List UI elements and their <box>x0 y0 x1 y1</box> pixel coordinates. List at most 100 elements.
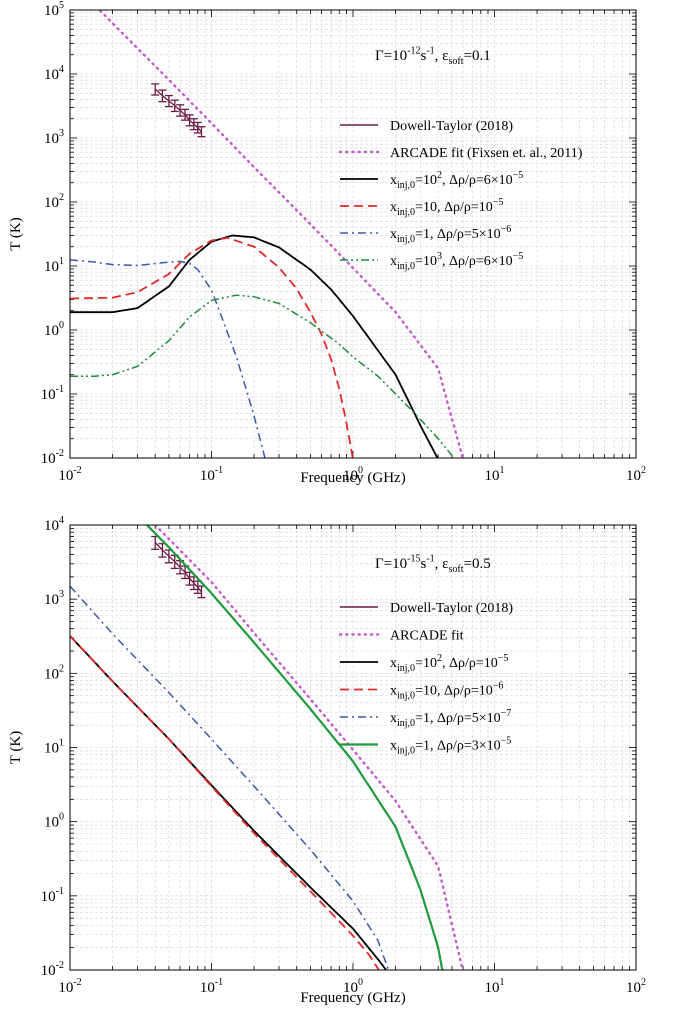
text-run: x <box>390 200 397 215</box>
tick-base: 10 <box>41 387 56 403</box>
x-tick-label: 10-1 <box>200 977 223 996</box>
x-axis-label: Frequency (GHz) <box>300 470 405 486</box>
text-run: -15 <box>407 554 420 565</box>
tick-base: 10 <box>343 980 358 996</box>
legend-entry: ARCADE fit (Fixsen et. al., 2011) <box>390 146 583 161</box>
tick-exp: 4 <box>59 64 64 75</box>
text-run: =10 <box>415 656 437 671</box>
x-tick-label: 102 <box>626 977 646 996</box>
text-run: x <box>390 711 397 726</box>
tick-base: 10 <box>485 980 500 996</box>
text-run: inj,0 <box>397 663 415 674</box>
text-run: , ε <box>435 48 449 64</box>
text-run: Γ=10 <box>375 556 407 572</box>
x-tick-label: 101 <box>485 977 505 996</box>
text-run: −6 <box>493 681 504 692</box>
legend-entry: xinj,0=103, Δρ/ρ=6×10−5 <box>390 251 523 272</box>
text-run: inj,0 <box>397 261 415 272</box>
text-run: x <box>390 684 397 699</box>
text-run: , ε <box>435 556 449 572</box>
tick-base: 10 <box>41 451 56 467</box>
text-run: =1, Δρ/ρ=5×10 <box>415 711 501 726</box>
tick-exp: -1 <box>56 886 64 897</box>
text-run: -12 <box>407 46 420 57</box>
data-series-dowell-taylor <box>151 83 206 138</box>
text-run: x <box>390 254 397 269</box>
text-run: inj,0 <box>397 718 415 729</box>
tick-exp: 0 <box>358 977 363 988</box>
tick-exp: -1 <box>56 384 64 395</box>
text-run: =1, Δρ/ρ=5×10 <box>415 227 501 242</box>
y-tick-label: 100 <box>44 812 64 831</box>
text-run: s <box>420 556 426 572</box>
series-line-5 <box>70 259 266 458</box>
tick-exp: 2 <box>59 663 64 674</box>
series-line-3 <box>70 234 439 458</box>
text-run: =10, Δρ/ρ=10 <box>415 684 493 699</box>
tick-exp: 0 <box>59 320 64 331</box>
legend-entry: Dowell-Taylor (2018) <box>390 119 513 134</box>
legend-entry: xinj,0=10, Δρ/ρ=10−5 <box>390 197 503 218</box>
y-tick-label: 104 <box>44 515 64 534</box>
grid <box>70 10 636 458</box>
x-tick-label: 100 <box>343 465 363 484</box>
tick-base: 10 <box>58 468 73 484</box>
tick-base: 10 <box>44 3 59 19</box>
x-axis-label: Frequency (GHz) <box>300 990 405 1006</box>
tick-exp: -2 <box>56 448 64 459</box>
text-run: x <box>390 227 397 242</box>
tick-exp: 2 <box>641 977 646 988</box>
x-tick-label: 10-1 <box>200 465 223 484</box>
plot-area <box>70 525 464 970</box>
tick-exp: 1 <box>500 977 505 988</box>
legend-entry: xinj,0=1, Δρ/ρ=5×10−7 <box>390 708 511 729</box>
x-tick-label: 10-2 <box>58 465 81 484</box>
text-run: =0.1 <box>463 48 490 64</box>
data-series-dowell-taylor <box>151 535 206 599</box>
y-tick-label: 103 <box>44 589 64 608</box>
text-run: x <box>390 739 397 754</box>
plot-frame <box>69 524 637 971</box>
text-run: 3 <box>437 251 442 262</box>
y-tick-label: 102 <box>44 663 64 682</box>
text-run: inj,0 <box>397 745 415 756</box>
tick-base: 10 <box>44 592 59 608</box>
text-run: 2 <box>437 170 442 181</box>
legend-entry: Dowell-Taylor (2018) <box>390 601 513 616</box>
text-run: soft <box>448 56 463 67</box>
text-run: −5 <box>513 251 524 262</box>
text-run: 2 <box>437 653 442 664</box>
text-run: Γ=10 <box>375 48 407 64</box>
x-tick-label: 10-2 <box>58 977 81 996</box>
text-run: inj,0 <box>397 207 415 218</box>
tick-base: 10 <box>343 468 358 484</box>
tick-base: 10 <box>44 67 59 83</box>
tick-exp: 4 <box>59 515 64 526</box>
text-run: −6 <box>501 224 512 235</box>
tick-base: 10 <box>44 131 59 147</box>
text-run: inj,0 <box>397 690 415 701</box>
y-tick-label: 105 <box>44 0 64 19</box>
text-run: ARCADE fit <box>390 629 464 644</box>
series-line-6 <box>70 294 453 456</box>
series-line-5 <box>70 585 390 970</box>
data-line <box>154 88 202 133</box>
text-run: x <box>390 173 397 188</box>
text-run: −5 <box>498 653 509 664</box>
plot-frame <box>69 9 637 459</box>
text-run: ARCADE fit (Fixsen et. al., 2011) <box>390 146 583 161</box>
x-tick-label: 101 <box>485 465 505 484</box>
tick-exp: 0 <box>59 812 64 823</box>
text-run: , Δρ/ρ=10 <box>442 656 498 671</box>
tick-base: 10 <box>44 259 59 275</box>
tick-exp: 1 <box>59 256 64 267</box>
ticks <box>69 10 636 459</box>
tick-base: 10 <box>44 323 59 339</box>
tick-base: 10 <box>58 980 73 996</box>
tick-base: 10 <box>41 889 56 905</box>
text-run: Dowell-Taylor (2018) <box>390 601 513 616</box>
tick-exp: 5 <box>59 0 64 11</box>
tick-exp: -2 <box>56 960 64 971</box>
plot-area <box>70 10 464 458</box>
